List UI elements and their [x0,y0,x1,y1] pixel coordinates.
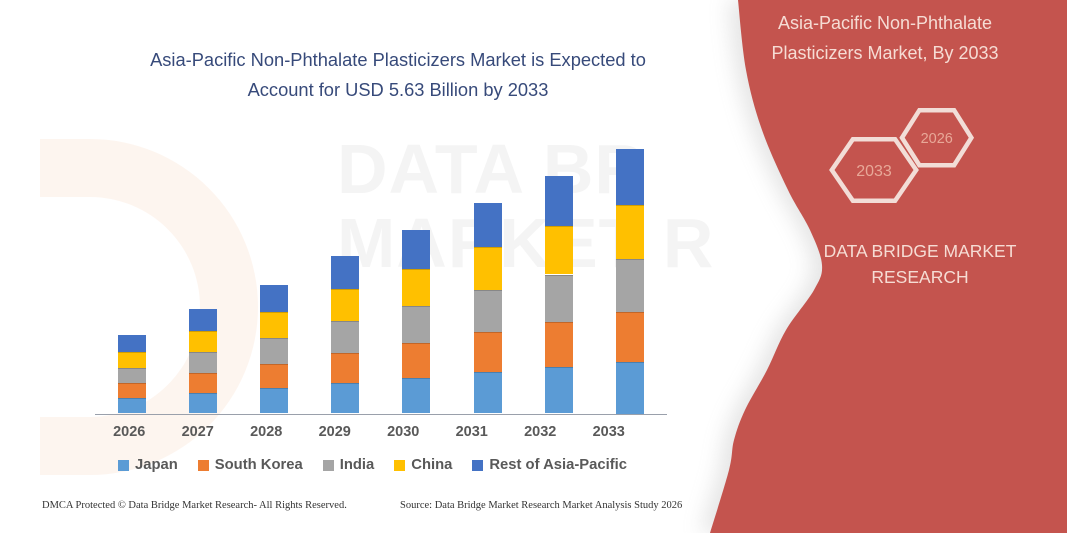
svg-text:2026: 2026 [921,131,953,147]
svg-text:2033: 2033 [856,163,892,180]
